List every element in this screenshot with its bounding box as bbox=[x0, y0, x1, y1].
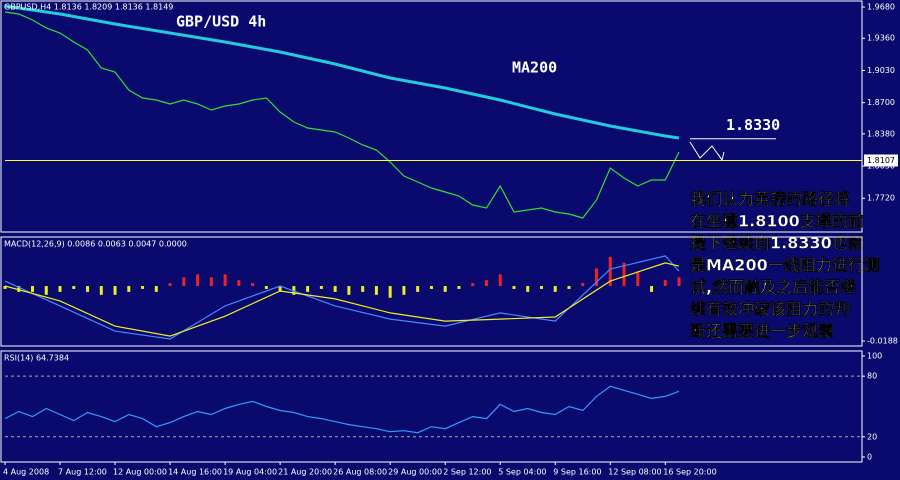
x-tick-label: 29 Aug 00:00 bbox=[388, 468, 442, 477]
histogram-bar bbox=[677, 277, 681, 287]
comment-line: 续有效冲破该阻力的判 bbox=[690, 300, 850, 319]
histogram-bar bbox=[347, 286, 351, 295]
histogram-bar bbox=[484, 280, 488, 287]
x-tick-label: 5 Sep 04:00 bbox=[498, 468, 546, 477]
x-tick-label: 26 Aug 08:00 bbox=[333, 468, 387, 477]
histogram-bar bbox=[471, 283, 475, 287]
histogram-bar bbox=[306, 286, 310, 292]
y-tick-label: 1.8700 bbox=[867, 98, 895, 107]
x-tick-label: 12 Sep 08:00 bbox=[608, 468, 661, 477]
histogram-bar bbox=[416, 286, 420, 292]
chart-title: GBP/USD 4h bbox=[176, 13, 266, 31]
histogram-bar bbox=[17, 286, 21, 292]
y-tick-label: 100 bbox=[867, 351, 882, 360]
histogram-bar bbox=[237, 280, 241, 287]
level-label: 1.8330 bbox=[726, 116, 780, 134]
last-price-box bbox=[864, 154, 898, 167]
y-tick-label: -0.0188 bbox=[867, 337, 898, 346]
histogram-bar bbox=[361, 286, 365, 292]
chart-header: GBPUSD,H4 1.8136 1.8209 1.8136 1.8149 bbox=[4, 3, 173, 12]
histogram-bar bbox=[196, 274, 200, 287]
histogram-bar bbox=[636, 271, 640, 287]
x-tick-label: 16 Sep 20:00 bbox=[663, 468, 716, 477]
histogram-bar bbox=[113, 286, 117, 295]
y-tick-label: 1.9030 bbox=[867, 66, 895, 75]
y-tick-label: 1.8380 bbox=[867, 129, 895, 138]
histogram-bar bbox=[182, 277, 186, 287]
histogram-bar bbox=[608, 256, 612, 287]
histogram-bar bbox=[388, 286, 392, 298]
histogram-bar bbox=[251, 283, 255, 287]
y-tick-label: 1.9680 bbox=[867, 3, 895, 12]
histogram-bar bbox=[86, 286, 90, 292]
histogram-bar bbox=[127, 286, 131, 292]
comment-line: 试,然而触及之后能否继 bbox=[690, 278, 856, 297]
comment-line: 我们认为英镑的路径将 bbox=[690, 190, 850, 209]
histogram-bar bbox=[31, 286, 35, 292]
x-tick-label: 4 Aug 2008 bbox=[3, 468, 49, 477]
histogram-bar bbox=[374, 286, 378, 295]
histogram-bar bbox=[168, 283, 172, 287]
histogram-bar bbox=[44, 286, 48, 295]
chart-title: MACD(12,26,9) 0.0086 0.0063 0.0047 0.000… bbox=[4, 240, 187, 249]
histogram-bar bbox=[3, 286, 7, 289]
histogram-bar bbox=[622, 262, 626, 287]
panel-frame bbox=[0, 350, 863, 463]
histogram-bar bbox=[443, 286, 447, 292]
series-line bbox=[4, 255, 680, 340]
y-tick-label: 0 bbox=[867, 452, 872, 461]
comment-line: 提下继续向1.8330也就 bbox=[690, 234, 864, 253]
last-price-label: 1.8107 bbox=[867, 156, 895, 165]
y-tick-label: 1.9360 bbox=[867, 34, 895, 43]
histogram-bar bbox=[209, 277, 213, 287]
panel-frame bbox=[0, 0, 863, 233]
x-tick-label: 9 Sep 16:00 bbox=[553, 468, 601, 477]
x-tick-label: 19 Aug 04:00 bbox=[223, 468, 277, 477]
x-tick-label: 12 Aug 00:00 bbox=[113, 468, 167, 477]
histogram-bar bbox=[402, 286, 406, 295]
histogram-bar bbox=[553, 286, 557, 292]
series-line bbox=[4, 11, 680, 219]
histogram-bar bbox=[72, 286, 76, 289]
series-line bbox=[4, 385, 680, 434]
x-tick-label: 7 Aug 12:00 bbox=[58, 468, 107, 477]
ma-line bbox=[4, 4, 680, 140]
histogram-bar bbox=[223, 274, 227, 287]
histogram-bar bbox=[512, 286, 516, 289]
series-line bbox=[4, 262, 680, 337]
histogram-bar bbox=[154, 286, 158, 292]
y-tick-label: 1.7720 bbox=[867, 194, 895, 203]
chart-title: RSI(14) 64.7384 bbox=[4, 354, 69, 363]
histogram-bar bbox=[595, 268, 599, 287]
histogram-bar bbox=[581, 283, 585, 287]
x-tick-label: 2 Sep 12:00 bbox=[443, 468, 491, 477]
histogram-bar bbox=[526, 286, 530, 292]
x-tick-label: 21 Aug 20:00 bbox=[278, 468, 332, 477]
comment-line: 断还需要进一步观察 bbox=[690, 322, 835, 341]
comment-line: 在坐稳1.8100支撑的前 bbox=[690, 212, 864, 231]
y-tick-label: 80 bbox=[867, 372, 877, 381]
histogram-bar bbox=[333, 286, 337, 292]
histogram-bar bbox=[264, 286, 268, 289]
histogram-bar bbox=[539, 286, 543, 289]
x-tick-label: 14 Aug 16:00 bbox=[168, 468, 222, 477]
histogram-bar bbox=[457, 286, 461, 289]
histogram-bar bbox=[319, 286, 323, 289]
comment-line: 是MA200一线阻力进行测 bbox=[689, 256, 880, 275]
histogram-bar bbox=[99, 286, 103, 295]
panel-frame bbox=[0, 236, 863, 347]
histogram-bar bbox=[429, 286, 433, 289]
histogram-bar bbox=[663, 280, 667, 287]
histogram-bar bbox=[650, 286, 654, 292]
histogram-bar bbox=[141, 286, 145, 289]
histogram-bar bbox=[278, 286, 282, 292]
y-tick-label: 20 bbox=[867, 432, 877, 441]
histogram-bar bbox=[58, 286, 62, 292]
histogram-bar bbox=[567, 286, 571, 289]
annotation: MA200 bbox=[512, 59, 557, 77]
histogram-bar bbox=[498, 274, 502, 287]
